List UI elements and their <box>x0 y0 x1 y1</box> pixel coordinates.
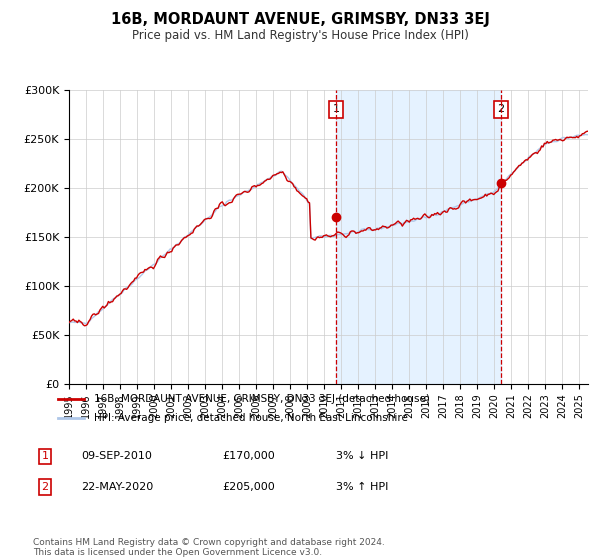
Text: 09-SEP-2010: 09-SEP-2010 <box>81 451 152 461</box>
Bar <box>336 90 501 384</box>
Text: £170,000: £170,000 <box>222 451 275 461</box>
Text: 16B, MORDAUNT AVENUE, GRIMSBY, DN33 3EJ: 16B, MORDAUNT AVENUE, GRIMSBY, DN33 3EJ <box>110 12 490 27</box>
Text: HPI: Average price, detached house, North East Lincolnshire: HPI: Average price, detached house, Nort… <box>94 413 409 423</box>
Text: £205,000: £205,000 <box>222 482 275 492</box>
Text: 2: 2 <box>497 104 505 114</box>
Text: 3% ↑ HPI: 3% ↑ HPI <box>336 482 388 492</box>
Text: Price paid vs. HM Land Registry's House Price Index (HPI): Price paid vs. HM Land Registry's House … <box>131 29 469 42</box>
Text: 2: 2 <box>41 482 49 492</box>
Text: 16B, MORDAUNT AVENUE, GRIMSBY, DN33 3EJ (detached house): 16B, MORDAUNT AVENUE, GRIMSBY, DN33 3EJ … <box>94 394 430 404</box>
Text: 22-MAY-2020: 22-MAY-2020 <box>81 482 153 492</box>
Text: 1: 1 <box>332 104 340 114</box>
Text: 3% ↓ HPI: 3% ↓ HPI <box>336 451 388 461</box>
Text: 1: 1 <box>41 451 49 461</box>
Text: Contains HM Land Registry data © Crown copyright and database right 2024.
This d: Contains HM Land Registry data © Crown c… <box>33 538 385 557</box>
